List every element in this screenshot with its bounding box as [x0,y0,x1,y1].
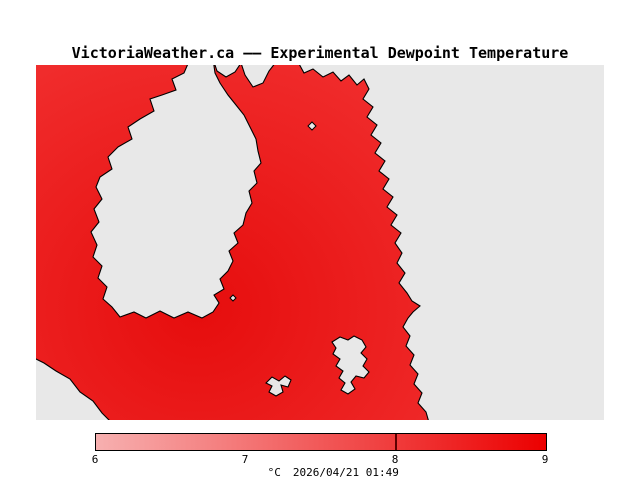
islet-marker-center [229,294,237,302]
colorbar-tick-label-7: 7 [241,453,249,466]
island-large [331,335,370,395]
dewpoint-map [36,65,604,420]
islet-marker-north [307,121,317,131]
unit-label: °C [267,466,281,479]
timestamp-label: 2026/04/21 01:49 [292,466,399,479]
colorbar-tick-marker-8 [395,434,397,450]
colorbar-gradient [96,434,546,450]
colorbar-tick-label-9: 9 [541,453,549,466]
page-title: VictoriaWeather.ca —— Experimental Dewpo… [71,44,569,62]
colorbar-tick-label-6: 6 [91,453,99,466]
map-svg [36,65,604,420]
island-small [265,375,292,397]
colorbar-gradient-svg [96,434,546,450]
colorbar [95,433,547,451]
dewpoint-field-landmass [36,65,429,420]
colorbar-footer: °C 2026/04/21 01:49 [95,453,545,480]
colorbar-tick-label-8: 8 [391,453,399,466]
